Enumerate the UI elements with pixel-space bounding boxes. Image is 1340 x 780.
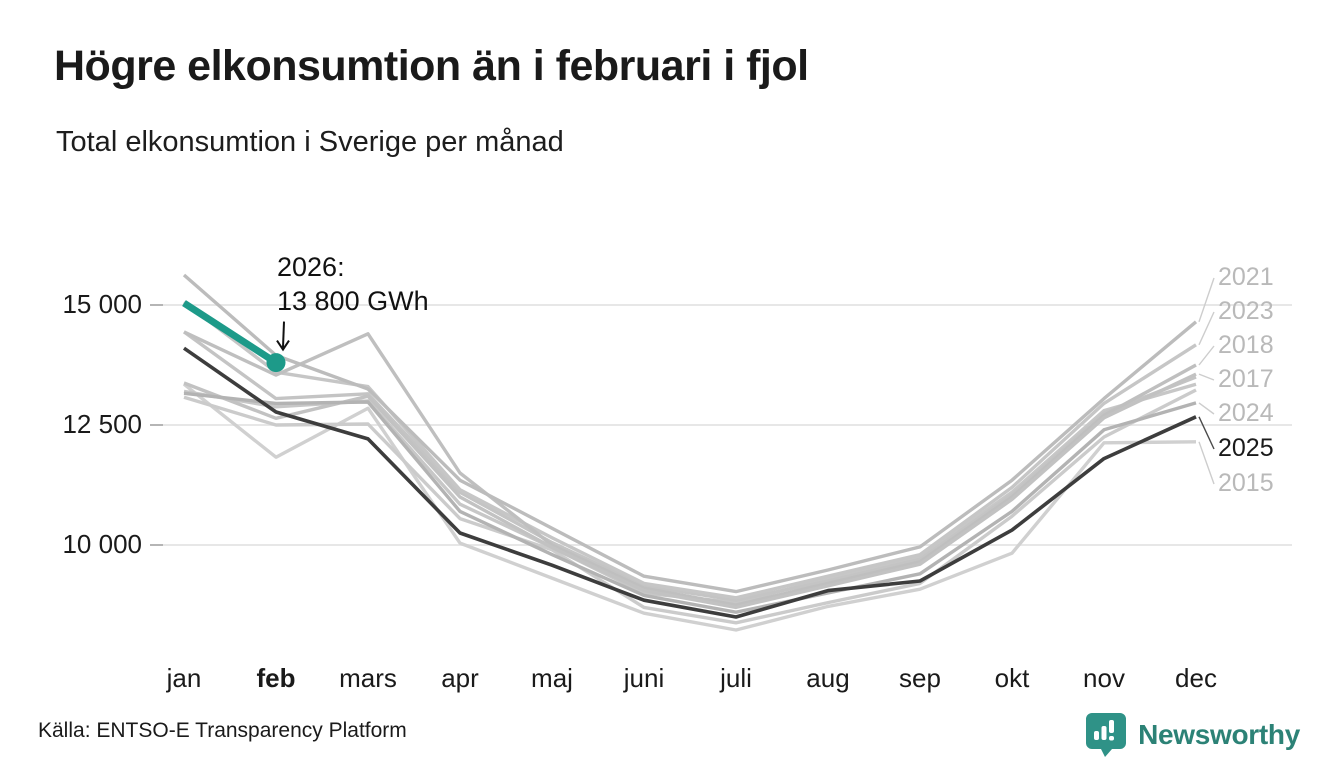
year-label-2018: 2018	[1218, 331, 1274, 359]
series-line-2026	[182, 300, 278, 366]
annotation-arrowhead	[276, 340, 290, 352]
x-axis-month-label: apr	[441, 663, 479, 693]
series-line-2015	[182, 382, 1197, 632]
newsworthy-icon	[1086, 713, 1127, 757]
series-line-2025	[182, 346, 1197, 619]
x-axis-month-label: sep	[899, 663, 941, 693]
annotation-year: 2026:	[277, 252, 345, 282]
label-leader-line	[1198, 277, 1215, 323]
x-axis-month-label: dec	[1175, 663, 1217, 693]
series-line-unlabeled	[183, 382, 1197, 605]
x-axis-month-label: aug	[806, 663, 850, 693]
x-axis-month-label: maj	[531, 663, 573, 693]
series-line-2017	[183, 372, 1197, 610]
annotation-arrow	[282, 321, 285, 348]
y-axis-tick-label: 10 000	[62, 529, 142, 559]
page-title: Högre elkonsumtion än i februari i fjol	[54, 42, 809, 90]
x-axis-month-label: mars	[339, 663, 397, 693]
year-label-2025: 2025	[1218, 434, 1274, 462]
highlight-dot-2026	[266, 353, 286, 373]
x-axis-month-label: jan	[166, 663, 202, 693]
series-line-unlabeled	[183, 330, 1197, 602]
x-axis-month-label: okt	[994, 663, 1030, 693]
year-label-2024: 2024	[1218, 399, 1274, 427]
brand-wordmark: Newsworthy	[1138, 719, 1300, 750]
label-leader-line	[1198, 402, 1215, 415]
x-axis-month-label: nov	[1083, 663, 1125, 693]
highlight-annotation: 2026: 13 800 GWh	[277, 250, 429, 318]
brand-logo: Newsworthy	[1084, 711, 1300, 759]
year-label-2021: 2021	[1218, 263, 1274, 291]
y-axis-tick-label: 15 000	[62, 289, 142, 319]
annotation-value: 13 800 GWh	[277, 286, 429, 316]
label-leader-line	[1198, 441, 1215, 485]
series-line-2018	[183, 330, 1197, 607]
label-leader-line	[1198, 416, 1215, 450]
series-line-unlabeled	[183, 388, 1197, 625]
year-label-2023: 2023	[1218, 297, 1274, 325]
x-axis-month-label: juli	[720, 663, 752, 693]
year-label-2015: 2015	[1218, 469, 1274, 497]
source-note: Källa: ENTSO-E Transparency Platform	[38, 719, 407, 742]
x-axis-month-label: juni	[623, 663, 665, 693]
label-leader-line	[1198, 311, 1215, 346]
series-line-2024	[183, 391, 1197, 614]
y-axis-tick-label: 12 500	[62, 409, 142, 439]
year-label-2017: 2017	[1218, 365, 1274, 393]
x-axis-month-label: feb	[256, 663, 296, 693]
page-subtitle: Total elkonsumtion i Sverige per månad	[56, 126, 564, 158]
series-line-2021	[182, 273, 1198, 594]
label-leader-line	[1198, 373, 1215, 381]
label-leader-line	[1198, 345, 1215, 366]
